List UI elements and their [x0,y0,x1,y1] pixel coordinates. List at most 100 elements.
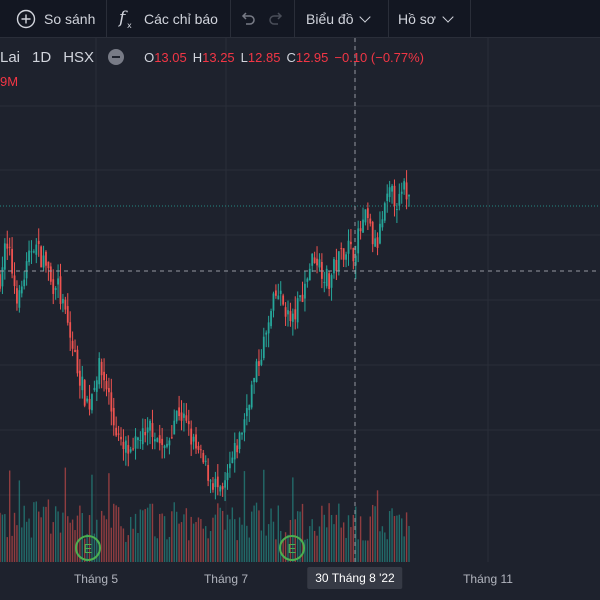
volume-bar [62,512,64,562]
candle-body [289,311,292,322]
candle-body [81,376,84,391]
volume-bar [67,516,69,562]
candle-body [168,440,171,446]
volume-bar [289,519,292,562]
volume-bar [255,502,258,562]
volume-bar [84,538,86,562]
candle-body [337,251,340,271]
volume-bar [234,519,236,562]
candle-body [76,349,79,374]
candle-body [350,241,352,245]
candle-body [340,248,343,250]
indicators-button[interactable]: f x Các chỉ báo [118,0,218,38]
profile-button[interactable]: Hồ sơ [398,0,454,38]
candle-body [260,359,263,365]
volume-bar [369,516,371,562]
volume-bar [134,513,137,562]
volume-bar [391,508,393,562]
toolbar-divider [106,0,107,38]
candle-body [395,209,398,211]
volume-bar [180,522,183,562]
candle-body [204,460,207,462]
candle-body [95,380,98,392]
volume-bar [1,514,4,562]
toolbar-divider [294,0,295,38]
volume-bar [260,530,263,562]
volume-bar [115,505,117,562]
volume-bar [4,514,6,562]
x-tick-label: Tháng 7 [203,572,249,586]
candle-body [405,182,408,200]
volume-bar [212,517,214,562]
volume-bar [396,515,398,562]
volume-bars [0,467,410,562]
volume-bar [0,512,1,562]
volume-bar [408,525,410,562]
time-axis[interactable]: Tháng 5 Tháng 7 30 Tháng 8 '22 Tháng 11 [0,562,600,600]
candle-body [59,276,62,304]
volume-bar [173,502,175,562]
candle-body [236,445,239,453]
volume-bar [205,526,207,562]
candle-body [187,421,190,425]
volume-bar [238,517,241,562]
volume-bar [33,502,35,562]
candle-body [299,295,301,298]
candle-body [170,437,173,439]
high-key: H [192,49,203,65]
volume-bar [23,505,25,562]
volume-bar [398,514,401,562]
candle-body [45,251,47,266]
volume-bar [168,536,171,562]
volume-bar [103,515,105,562]
candle-body [207,464,210,481]
toolbar-divider [388,0,389,38]
candle-body [306,278,309,282]
candle-body [241,432,243,435]
volume-bar [388,511,391,562]
candle-body [137,437,139,441]
volume-bar [192,523,195,562]
volume-bar [304,539,306,562]
candle-body [245,408,248,417]
symbol-name[interactable]: Lai [0,48,21,66]
hide-legend-icon[interactable] [108,49,125,65]
volume-bar [403,536,405,562]
volume-bar [69,522,71,562]
chart-type-button[interactable]: Biểu đồ [306,0,372,38]
volume-bar [175,511,178,562]
candle-body [8,246,11,248]
volume-bar [108,473,110,562]
volume-bar [229,519,231,562]
volume-bar [110,527,113,562]
candle-body [374,238,377,247]
redo-button[interactable] [268,0,284,38]
volume-bar [335,514,338,562]
candle-body [224,480,226,488]
low-value: 12.85 [247,49,281,65]
candle-body [383,203,386,221]
undo-button[interactable] [240,0,256,38]
candle-body [156,438,159,442]
high-value: 13.25 [202,49,235,65]
candle-body [103,371,105,381]
candle-body [284,307,287,317]
volume-bar [374,506,376,562]
compare-button[interactable]: So sánh [16,0,95,38]
candle-body [199,449,202,451]
volume-bar [241,524,243,562]
volume-bar [292,477,294,562]
close-value: 12.95 [295,49,329,65]
candle-body [98,358,101,385]
volume-bar [185,508,188,562]
candle-body [231,457,234,464]
interval[interactable]: 1D [32,48,52,66]
candle-body [386,193,389,202]
candle-body [18,290,21,308]
candle-body [354,255,357,266]
volume-bar [362,540,364,562]
indicators-label: Các chỉ báo [144,11,218,27]
candle-body [161,438,164,445]
volume-bar [311,519,313,562]
